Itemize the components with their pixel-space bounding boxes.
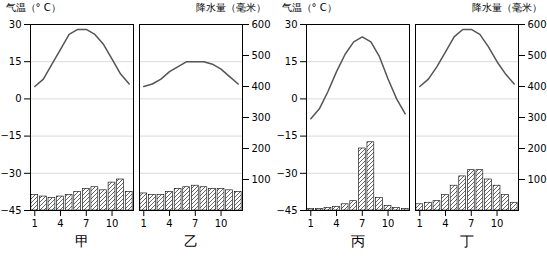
svg-text:15: 15 — [9, 56, 22, 67]
svg-text:10: 10 — [491, 218, 504, 229]
svg-text:−30: −30 — [276, 168, 297, 179]
svg-text:600: 600 — [528, 19, 547, 30]
html-text:乙: 乙 — [183, 233, 198, 249]
svg-text:1: 1 — [308, 218, 314, 229]
svg-text:1: 1 — [417, 218, 423, 229]
svg-text:−30: −30 — [0, 168, 21, 179]
svg-text:4: 4 — [57, 218, 63, 229]
svg-text:4: 4 — [333, 218, 339, 229]
svg-text:1: 1 — [32, 218, 38, 229]
svg-text:1: 1 — [141, 218, 147, 229]
svg-text:7: 7 — [83, 218, 89, 229]
svg-text:600: 600 — [252, 19, 271, 30]
svg-text:−45: −45 — [276, 205, 297, 216]
svg-text:0: 0 — [291, 93, 297, 104]
svg-text:−15: −15 — [276, 130, 297, 141]
svg-text:100: 100 — [252, 174, 271, 185]
svg-text:500: 500 — [252, 50, 271, 61]
svg-text:400: 400 — [252, 81, 271, 92]
svg-text:−45: −45 — [0, 205, 21, 216]
svg-text:气温（° C）: 气温（° C） — [6, 2, 61, 13]
svg-text:7: 7 — [192, 218, 198, 229]
svg-text:10: 10 — [382, 218, 395, 229]
html-text:丁: 丁 — [459, 233, 474, 249]
svg-text:10: 10 — [106, 218, 119, 229]
svg-text:10: 10 — [215, 218, 228, 229]
svg-text:0: 0 — [15, 93, 21, 104]
svg-text:100: 100 — [528, 174, 547, 185]
svg-text:7: 7 — [359, 218, 365, 229]
svg-text:降水量（毫米）: 降水量（毫米） — [196, 2, 266, 13]
svg-text:降水量（毫米）: 降水量（毫米） — [472, 2, 542, 13]
html-text:丙: 丙 — [350, 233, 365, 249]
svg-text:200: 200 — [252, 143, 271, 154]
svg-text:400: 400 — [528, 81, 547, 92]
html-text:甲: 甲 — [74, 233, 89, 249]
svg-text:30: 30 — [9, 19, 22, 30]
svg-text:500: 500 — [528, 50, 547, 61]
svg-text:15: 15 — [285, 56, 298, 67]
svg-text:−15: −15 — [0, 130, 21, 141]
svg-text:4: 4 — [166, 218, 172, 229]
svg-text:300: 300 — [528, 112, 547, 123]
svg-text:4: 4 — [442, 218, 448, 229]
svg-text:气温（° C）: 气温（° C） — [282, 2, 337, 13]
svg-text:200: 200 — [528, 143, 547, 154]
svg-text:7: 7 — [468, 218, 474, 229]
svg-text:30: 30 — [285, 19, 298, 30]
svg-text:300: 300 — [252, 112, 271, 123]
